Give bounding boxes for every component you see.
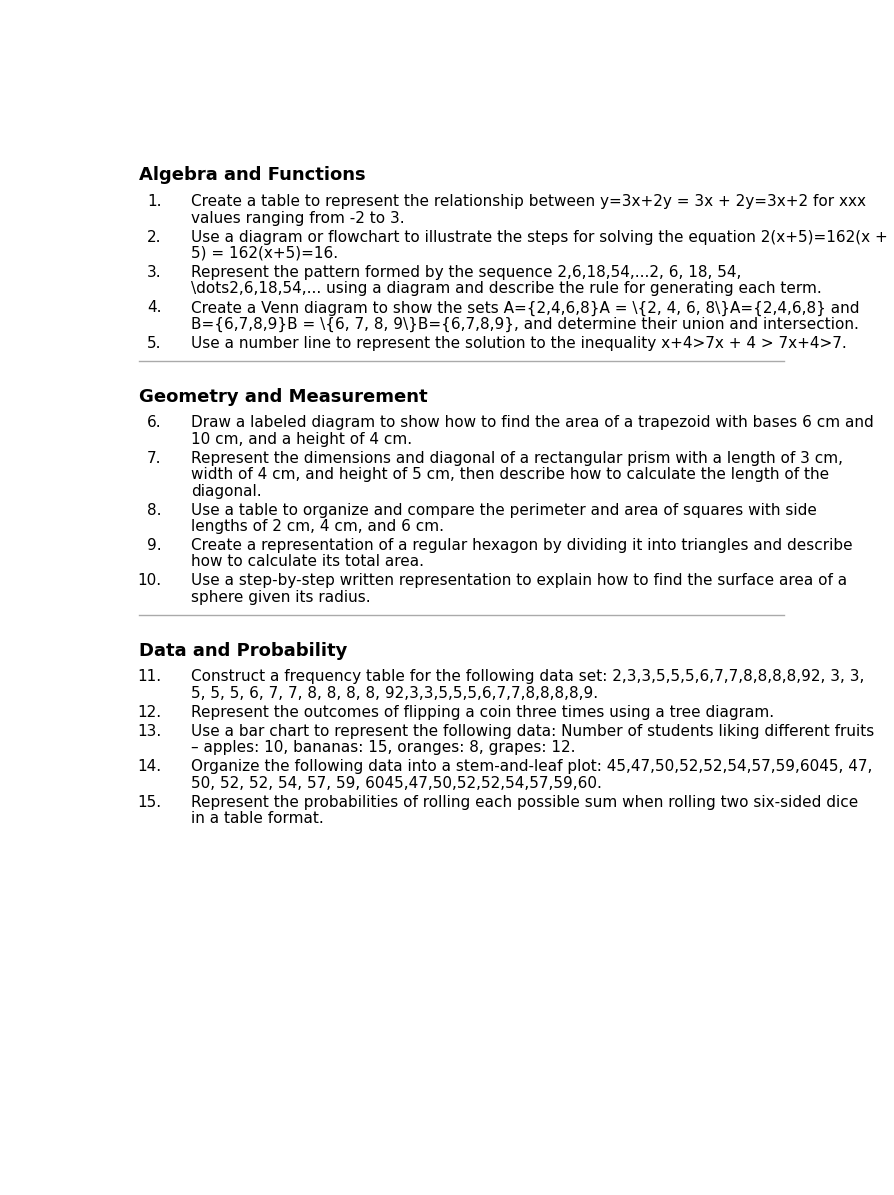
Text: Draw a labeled diagram to show how to find the area of a trapezoid with bases 6 : Draw a labeled diagram to show how to fi… [191, 416, 874, 430]
Text: 50, 52, 52, 54, 57, 59, 6045,47,50,52,52,54,57,59,60.: 50, 52, 52, 54, 57, 59, 6045,47,50,52,52… [191, 776, 603, 791]
Text: in a table format.: in a table format. [191, 811, 325, 826]
Text: 5, 5, 5, 6, 7, 7, 8, 8, 8, 8, 92,3,3,5,5,5,6,7,7,8,8,8,8,9.: 5, 5, 5, 6, 7, 7, 8, 8, 8, 8, 92,3,3,5,5… [191, 686, 599, 701]
Text: Algebra and Functions: Algebra and Functions [139, 166, 366, 184]
Text: \dots2,6,18,54,... using a diagram and describe the rule for generating each ter: \dots2,6,18,54,... using a diagram and d… [191, 281, 822, 296]
Text: Use a step-by-step written representation to explain how to find the surface are: Use a step-by-step written representatio… [191, 574, 848, 588]
Text: Organize the following data into a stem-and-leaf plot: 45,47,50,52,52,54,57,59,6: Organize the following data into a stem-… [191, 759, 873, 774]
Text: 11.: 11. [138, 669, 162, 685]
Text: Represent the outcomes of flipping a coin three times using a tree diagram.: Represent the outcomes of flipping a coi… [191, 705, 774, 719]
Text: sphere given its radius.: sphere given its radius. [191, 590, 371, 605]
Text: 5.: 5. [148, 336, 162, 351]
Text: 8.: 8. [148, 503, 162, 517]
Text: width of 4 cm, and height of 5 cm, then describe how to calculate the length of : width of 4 cm, and height of 5 cm, then … [191, 467, 830, 483]
Text: Represent the dimensions and diagonal of a rectangular prism with a length of 3 : Represent the dimensions and diagonal of… [191, 451, 843, 466]
Text: Construct a frequency table for the following data set: 2,3,3,5,5,5,6,7,7,8,8,8,: Construct a frequency table for the foll… [191, 669, 864, 685]
Text: Use a diagram or flowchart to illustrate the steps for solving the equation 2(x+: Use a diagram or flowchart to illustrate… [191, 229, 888, 245]
Text: 6.: 6. [147, 416, 162, 430]
Text: 3.: 3. [147, 265, 162, 280]
Text: diagonal.: diagonal. [191, 484, 262, 498]
Text: 5) = 162(x+5)=16.: 5) = 162(x+5)=16. [191, 246, 339, 261]
Text: values ranging from -2 to 3.: values ranging from -2 to 3. [191, 210, 405, 226]
Text: B={6,7,8,9}B = \{6, 7, 8, 9\}B={6,7,8,9}, and determine their union and intersec: B={6,7,8,9}B = \{6, 7, 8, 9\}B={6,7,8,9}… [191, 317, 859, 332]
Text: lengths of 2 cm, 4 cm, and 6 cm.: lengths of 2 cm, 4 cm, and 6 cm. [191, 519, 444, 534]
Text: Create a representation of a regular hexagon by dividing it into triangles and d: Create a representation of a regular hex… [191, 538, 853, 553]
Text: Create a table to represent the relationship between y=3x+2y = 3x + 2y=3x+2 for : Create a table to represent the relation… [191, 194, 866, 209]
Text: how to calculate its total area.: how to calculate its total area. [191, 554, 425, 570]
Text: 13.: 13. [138, 724, 162, 739]
Text: Data and Probability: Data and Probability [139, 642, 348, 660]
Text: 1.: 1. [148, 194, 162, 209]
Text: Create a Venn diagram to show the sets A={2,4,6,8}A = \{2, 4, 6, 8\}A={2,4,6,8} : Create a Venn diagram to show the sets A… [191, 300, 860, 315]
Text: Represent the pattern formed by the sequence 2,6,18,54,...2, 6, 18, 54,: Represent the pattern formed by the sequ… [191, 265, 742, 280]
Text: Use a bar chart to represent the following data: Number of students liking diffe: Use a bar chart to represent the followi… [191, 724, 874, 739]
Text: Geometry and Measurement: Geometry and Measurement [139, 387, 428, 405]
Text: 15.: 15. [138, 795, 162, 810]
Text: – apples: 10, bananas: 15, oranges: 8, grapes: 12.: – apples: 10, bananas: 15, oranges: 8, g… [191, 740, 576, 755]
Text: Represent the probabilities of rolling each possible sum when rolling two six-si: Represent the probabilities of rolling e… [191, 795, 858, 810]
Text: 9.: 9. [147, 538, 162, 553]
Text: 7.: 7. [148, 451, 162, 466]
Text: Use a number line to represent the solution to the inequality x+4>7x + 4 > 7x+4>: Use a number line to represent the solut… [191, 336, 848, 351]
Text: 4.: 4. [148, 300, 162, 315]
Text: 12.: 12. [138, 705, 162, 719]
Text: Use a table to organize and compare the perimeter and area of squares with side: Use a table to organize and compare the … [191, 503, 817, 517]
Text: 10.: 10. [138, 574, 162, 588]
Text: 2.: 2. [148, 229, 162, 245]
Text: 14.: 14. [138, 759, 162, 774]
Text: 10 cm, and a height of 4 cm.: 10 cm, and a height of 4 cm. [191, 431, 412, 447]
